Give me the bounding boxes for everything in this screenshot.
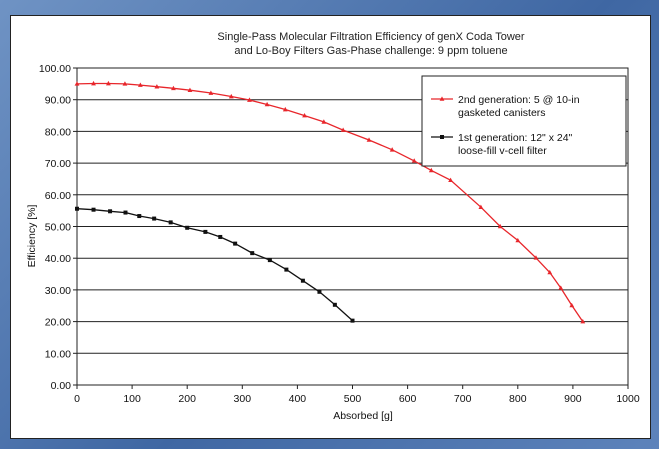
data-point: [233, 241, 238, 246]
x-tick-label: 200: [178, 393, 196, 405]
axes: 0.00 10.00 20.00 30.00 40.00 50.00 60.00 70.00 8…: [39, 63, 640, 405]
legend-box: [421, 75, 627, 167]
data-point: [168, 220, 173, 225]
x-tick-label: 300: [234, 393, 252, 405]
y-tick-label: 10.00: [45, 348, 71, 360]
legend-label: loose-fill v-cell filter: [458, 145, 547, 157]
data-point: [448, 177, 453, 183]
data-point: [547, 269, 553, 275]
data-point: [321, 119, 327, 124]
data-point: [91, 80, 96, 86]
y-tick-label: 70.00: [45, 158, 71, 170]
data-point: [558, 285, 564, 290]
chart-container: Single-Pass Molecular Filtration Efficie…: [10, 15, 651, 439]
x-tick-label: 700: [454, 393, 472, 405]
data-point: [428, 167, 434, 173]
data-point: [185, 225, 190, 230]
legend-label: 1st generation: 12" x 24": [458, 132, 573, 144]
data-point: [203, 229, 208, 234]
data-point: [284, 267, 289, 272]
data-point: [340, 127, 346, 132]
y-tick-label: 0.00: [51, 380, 72, 392]
y-tick-label: 80.00: [45, 126, 71, 138]
data-point: [366, 137, 372, 142]
y-axis-title: Efficiency [%]: [26, 205, 38, 268]
data-point: [497, 223, 503, 229]
x-axis-title: Absorbed [g]: [333, 410, 393, 422]
series-layer: [74, 80, 586, 324]
series-1: [74, 80, 586, 324]
data-point: [440, 135, 444, 139]
data-point: [247, 97, 252, 102]
y-tick-label: 30.00: [45, 285, 71, 297]
data-point: [533, 255, 539, 260]
chart-svg: Single-Pass Molecular Filtration Efficie…: [26, 31, 640, 422]
x-tick-label: 900: [564, 393, 582, 405]
data-point: [152, 216, 157, 221]
data-point: [250, 251, 255, 256]
data-point: [74, 81, 80, 86]
data-point: [108, 209, 113, 214]
data-point: [122, 81, 128, 86]
data-point: [208, 90, 214, 95]
plot-area-frame: [76, 67, 629, 386]
data-point: [267, 258, 272, 263]
data-point: [106, 80, 111, 86]
chart-title-line-2: and Lo-Boy Filters Gas-Phase challenge: …: [234, 45, 507, 57]
data-point: [282, 106, 288, 112]
data-point: [302, 112, 307, 118]
data-point: [91, 207, 96, 212]
data-point: [218, 234, 223, 239]
legend-item-2: 1st generation: 12" x 24"loose-fill v-ce…: [431, 132, 573, 157]
data-point: [137, 82, 143, 87]
series-2: [75, 206, 355, 323]
y-tick-label: 90.00: [45, 95, 71, 107]
legend-label: 2nd generation: 5 @ 10-in: [458, 94, 580, 106]
data-point: [75, 206, 79, 211]
data-point: [187, 87, 193, 92]
data-point: [154, 84, 160, 89]
data-point: [515, 237, 521, 243]
x-tick-label: 100: [123, 393, 141, 405]
data-point: [580, 319, 586, 324]
data-point: [317, 289, 322, 294]
x-tick-label: 800: [509, 393, 527, 405]
chart-title-line-1: Single-Pass Molecular Filtration Efficie…: [217, 31, 524, 43]
data-point: [123, 210, 128, 215]
data-point: [264, 101, 270, 107]
x-tick-label: 0: [74, 393, 80, 405]
data-point: [228, 93, 234, 99]
y-tick-label: 50.00: [45, 222, 71, 234]
x-tick-label: 600: [399, 393, 417, 405]
data-point: [171, 85, 176, 91]
x-tick-label: 500: [344, 393, 362, 405]
series-line: [76, 208, 353, 322]
y-tick-label: 100.00: [39, 63, 71, 75]
x-tick-label: 1000: [616, 393, 640, 405]
data-point: [350, 318, 355, 323]
y-tick-label: 40.00: [45, 253, 71, 265]
data-point: [332, 302, 337, 307]
data-point: [137, 214, 142, 219]
data-point: [389, 147, 395, 152]
data-point: [478, 204, 484, 209]
data-point: [569, 302, 575, 308]
chart-title: Single-Pass Molecular Filtration Efficie…: [217, 31, 524, 57]
y-tick-label: 60.00: [45, 190, 71, 202]
y-tick-label: 20.00: [45, 317, 71, 329]
data-point: [300, 278, 305, 283]
data-point: [411, 158, 417, 163]
x-tick-label: 400: [289, 393, 307, 405]
legend-label: gasketed canisters: [458, 107, 546, 119]
data-point: [439, 96, 445, 101]
